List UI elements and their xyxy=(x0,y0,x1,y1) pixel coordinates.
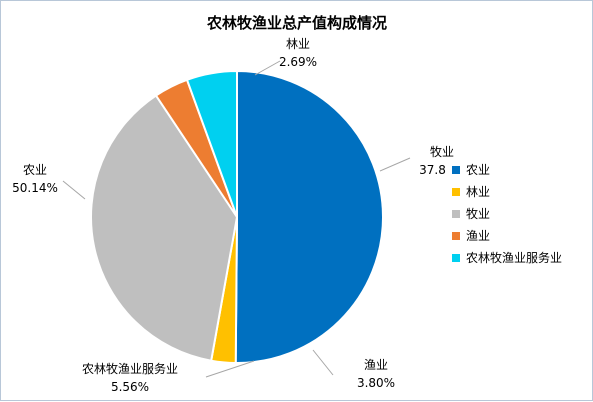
slice-label-name-3: 牧业 xyxy=(430,145,454,159)
legend-label-2: 林业 xyxy=(466,185,490,199)
leader-line-4 xyxy=(312,349,334,376)
legend-label-3: 牧业 xyxy=(466,207,490,221)
leader-line-1 xyxy=(62,180,86,200)
legend-swatch-3 xyxy=(452,210,460,218)
chart-title: 农林牧渔业总产值构成情况 xyxy=(206,14,387,32)
leader-line-3 xyxy=(379,157,411,172)
slice-label-value-2: 2.69% xyxy=(279,55,317,69)
leader-lines xyxy=(62,60,411,378)
legend-swatch-5 xyxy=(452,254,460,262)
pie-slice-1 xyxy=(234,69,385,364)
legend-label-5: 农林牧渔业服务业 xyxy=(466,250,562,265)
legend-label-1: 农业 xyxy=(466,163,490,177)
pie-slice-5 xyxy=(185,69,238,218)
slice-label-value-4: 3.80% xyxy=(357,376,395,390)
legend-swatch-4 xyxy=(452,232,460,240)
leader-line-5 xyxy=(205,360,255,378)
slice-label-name-2: 林业 xyxy=(286,37,310,51)
slice-label-name-4: 渔业 xyxy=(364,358,388,372)
pie-slice-3 xyxy=(90,94,239,362)
legend-label-4: 渔业 xyxy=(466,229,490,243)
slice-label-name-1: 农业 xyxy=(23,163,47,177)
leader-line-2 xyxy=(254,60,281,76)
slice-labels: 农业50.14%林业2.69%牧业37.81%渔业3.80%农林牧渔业服务业5.… xyxy=(12,37,465,394)
slice-label-name-5: 农林牧渔业服务业 xyxy=(82,361,178,376)
legend-swatch-1 xyxy=(452,166,460,174)
slice-label-value-5: 5.56% xyxy=(111,380,149,394)
pie-slices xyxy=(90,69,385,365)
legend-background xyxy=(447,159,585,269)
legend-swatch-2 xyxy=(452,188,460,196)
slice-label-value-1: 50.14% xyxy=(12,181,58,195)
